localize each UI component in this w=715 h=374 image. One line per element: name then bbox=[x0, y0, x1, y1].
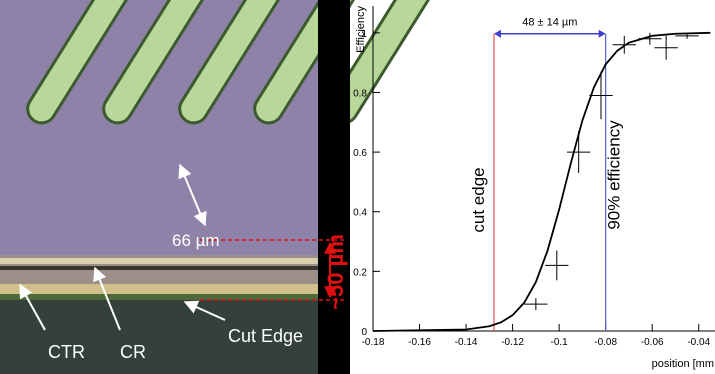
x-tick-label: -0.16 bbox=[408, 337, 431, 348]
marker-label: 90% efficiency bbox=[605, 120, 624, 230]
x-tick-label: -0.14 bbox=[455, 337, 478, 348]
y-axis-label: Efficiency bbox=[355, 6, 367, 53]
x-tick-label: -0.04 bbox=[687, 337, 710, 348]
y-tick-label: 0.6 bbox=[353, 148, 367, 159]
arrow-head bbox=[493, 29, 501, 38]
y-tick-label: 0.8 bbox=[353, 88, 367, 99]
x-tick-label: -0.08 bbox=[594, 337, 617, 348]
strip-label: Cut Edge bbox=[228, 326, 303, 346]
x-tick-label: -0.06 bbox=[641, 337, 664, 348]
y-tick-label: 1 bbox=[361, 29, 367, 40]
y-tick-label: 0.4 bbox=[353, 208, 367, 219]
x-axis-label: position [mm bbox=[652, 358, 714, 370]
micrograph: 66 µm CTR CR Cut Edge ~50 µm bbox=[0, 0, 504, 374]
strip-label: CTR bbox=[48, 342, 85, 362]
arrow-head bbox=[598, 29, 606, 38]
strip-label: CR bbox=[120, 342, 146, 362]
x-tick-label: -0.18 bbox=[362, 337, 385, 348]
x-tick-label: -0.12 bbox=[501, 337, 524, 348]
gap-label: ~50 µm bbox=[323, 234, 348, 310]
y-tick-label: 0.2 bbox=[353, 267, 367, 278]
feature-label: 66 µm bbox=[172, 231, 220, 250]
span-label: 48 ± 14 µm bbox=[522, 17, 577, 29]
fit-curve bbox=[372, 31, 711, 332]
marker-label: cut edge bbox=[469, 167, 488, 232]
x-tick-label: -0.1 bbox=[551, 337, 569, 348]
y-tick-label: 0 bbox=[361, 327, 367, 338]
